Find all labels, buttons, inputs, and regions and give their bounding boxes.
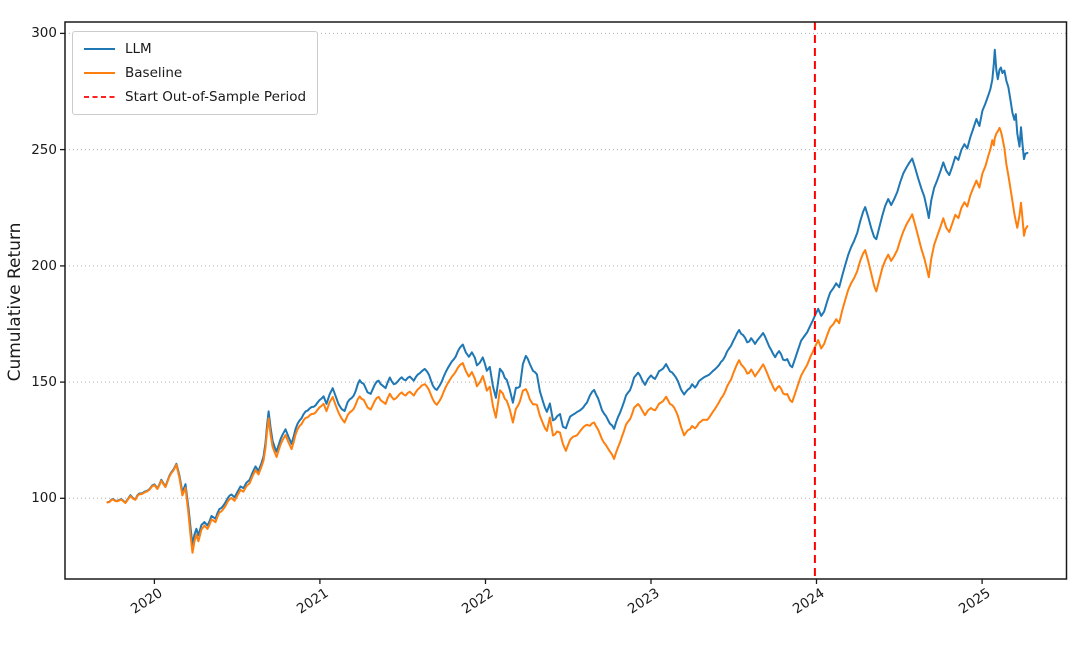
- series-line-llm: [106, 48, 1029, 546]
- y-tick-label-200: 200: [31, 257, 57, 274]
- legend-item-llm: LLM: [83, 39, 306, 59]
- legend-item-baseline: Baseline: [83, 63, 306, 83]
- legend-label-oos: Start Out-of-Sample Period: [125, 89, 307, 105]
- y-tick-label-100: 100: [31, 490, 57, 507]
- axes-frame: [64, 21, 1068, 580]
- baseline-line-swatch-icon: [84, 72, 115, 74]
- llm-line-swatch-icon: [84, 48, 115, 50]
- y-tick-label-300: 300: [31, 25, 57, 42]
- y-tick-label-150: 150: [31, 374, 57, 391]
- legend-label-llm: LLM: [125, 41, 152, 57]
- y-axis-title: Cumulative Return: [5, 222, 25, 382]
- y-tick-label-250: 250: [31, 141, 57, 158]
- legend-label-baseline: Baseline: [125, 65, 183, 81]
- legend: LLM Baseline Start Out-of-Sample Period: [72, 31, 319, 115]
- series-line-baseline: [106, 126, 1029, 554]
- legend-item-oos: Start Out-of-Sample Period: [83, 87, 306, 107]
- oos-dashed-swatch-icon: [84, 96, 115, 98]
